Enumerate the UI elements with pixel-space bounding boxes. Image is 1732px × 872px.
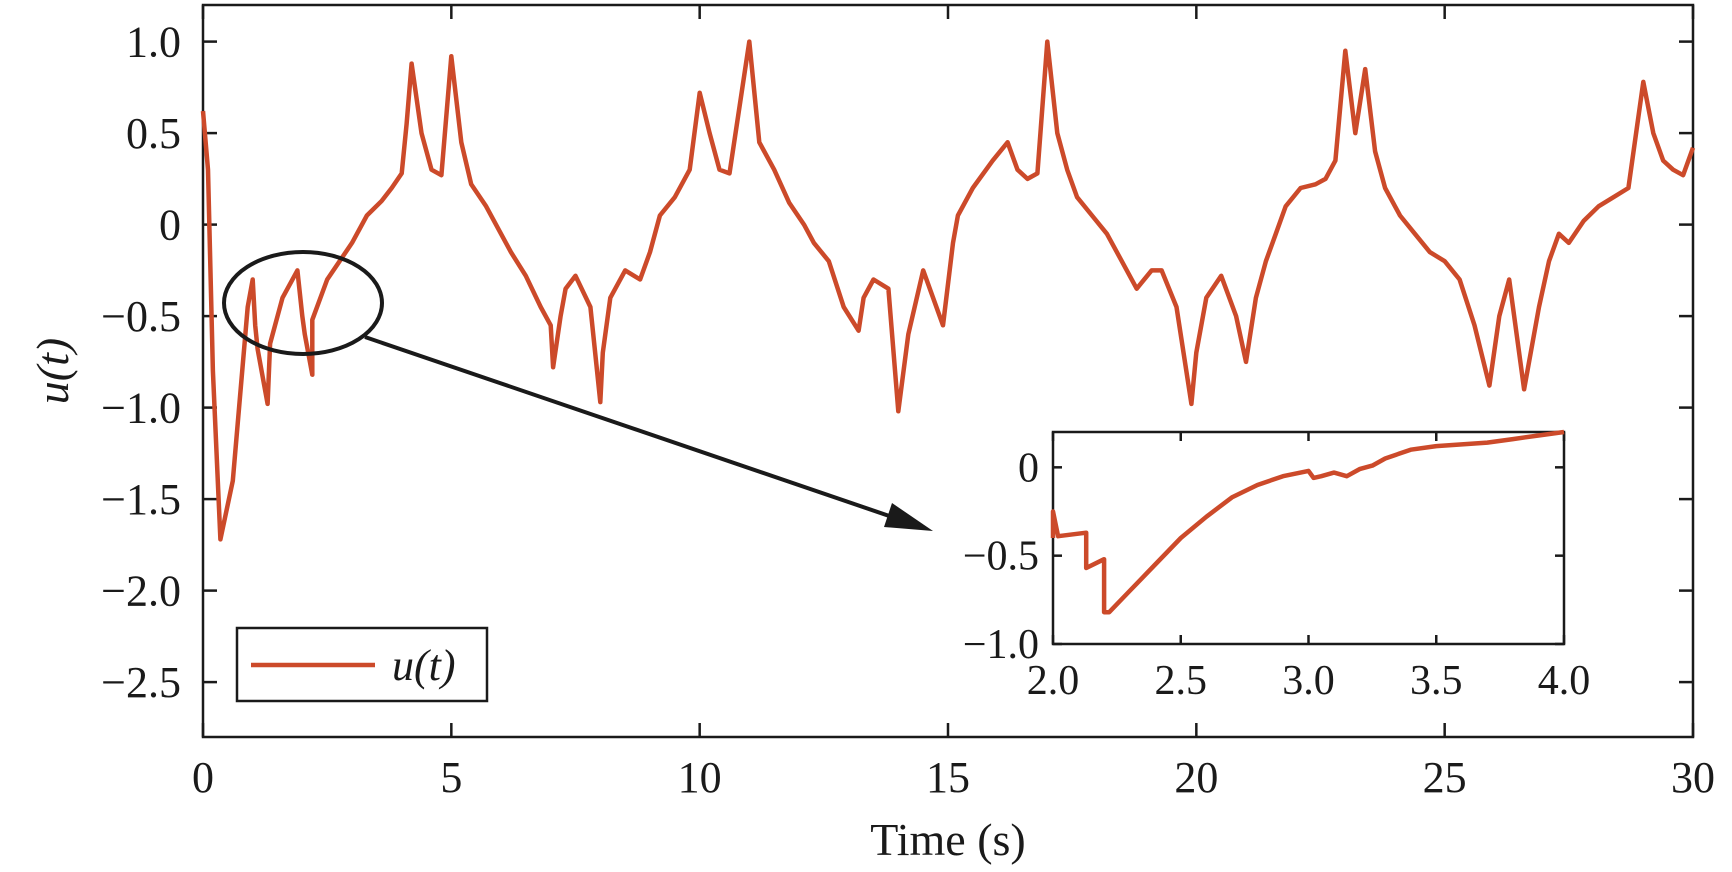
main-series-line bbox=[200, 39, 1696, 542]
inset-ytick-label: 0 bbox=[1018, 445, 1039, 491]
inset-xtick-label: 2.0 bbox=[1027, 658, 1080, 704]
main-ytick-label: −1.5 bbox=[101, 475, 181, 524]
inset-xtick-label: 2.5 bbox=[1155, 658, 1208, 704]
main-series-group bbox=[200, 39, 1696, 542]
inset-tick-labels: 2.0 2.5 3.0 3.5 4.0 0 −0.5 −1.0 bbox=[963, 445, 1590, 704]
zoom-arrow-line bbox=[364, 335, 905, 523]
main-xtick-label: 25 bbox=[1423, 753, 1467, 802]
main-xtick-label: 15 bbox=[926, 753, 970, 802]
inset-series-group bbox=[1050, 429, 1565, 615]
inset-ytick-label: −0.5 bbox=[963, 534, 1039, 580]
inset-xtick-label: 3.5 bbox=[1410, 658, 1463, 704]
inset-xtick-label: 4.0 bbox=[1538, 658, 1591, 704]
main-ytick-label: −0.5 bbox=[101, 292, 181, 341]
main-ytick-label: 1.0 bbox=[126, 18, 181, 67]
y-axis-title: u(t) bbox=[27, 338, 78, 404]
x-axis-title: Time (s) bbox=[870, 814, 1026, 865]
inset-series-line bbox=[1050, 429, 1565, 615]
main-xtick-label: 0 bbox=[192, 753, 214, 802]
main-xtick-label: 5 bbox=[440, 753, 462, 802]
inset-background bbox=[1053, 432, 1564, 644]
zoom-arrow-head bbox=[884, 503, 933, 531]
main-ytick-label: −2.5 bbox=[101, 658, 181, 707]
inset-xtick-label: 3.0 bbox=[1282, 658, 1335, 704]
main-ytick-label: 0 bbox=[159, 201, 181, 250]
legend-label: u(t) bbox=[392, 641, 456, 690]
main-xtick-label: 20 bbox=[1174, 753, 1218, 802]
main-ytick-label: 0.5 bbox=[126, 109, 181, 158]
zoom-ellipse bbox=[222, 250, 384, 356]
main-ytick-label: −1.0 bbox=[101, 384, 181, 433]
legend: u(t) bbox=[235, 626, 489, 703]
main-ytick-label: −2.0 bbox=[101, 567, 181, 616]
main-xtick-label: 30 bbox=[1671, 753, 1715, 802]
main-plot-frame bbox=[201, 3, 1695, 739]
main-tick-labels: 0 5 10 15 20 25 30 1.0 0.5 0 −0.5 −1.0 −1.5 −2.0 −2.5 bbox=[101, 18, 1715, 802]
main-xtick-label: 10 bbox=[678, 753, 722, 802]
inset-ytick-label: −1.0 bbox=[963, 622, 1039, 668]
